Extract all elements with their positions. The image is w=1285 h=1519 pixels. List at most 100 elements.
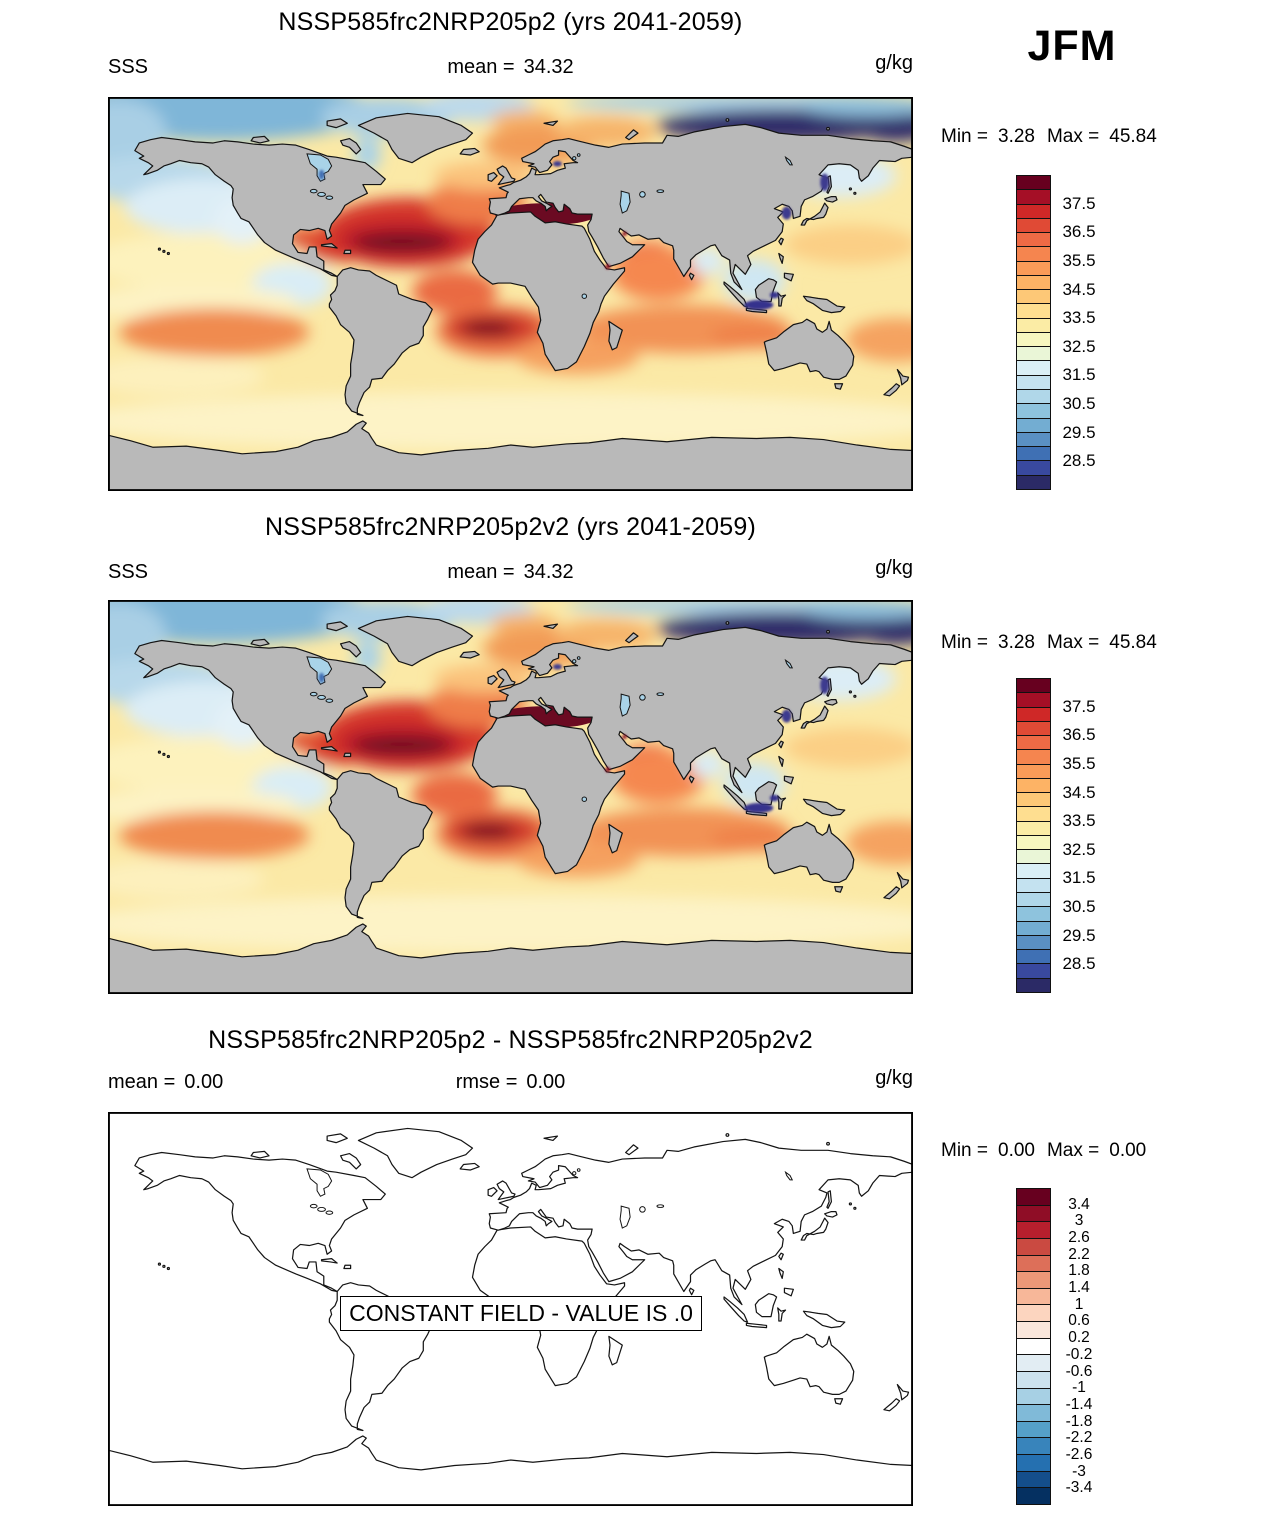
colorbar-cell [1017, 1222, 1050, 1239]
colorbar-cell [1017, 447, 1050, 462]
colorbar-tick-label: 29.5 [1062, 422, 1096, 442]
colorbar-cell [1017, 1421, 1050, 1439]
panel3-rmse: rmse = 0.00 [455, 1071, 566, 1093]
colorbar-cell [1017, 1338, 1050, 1356]
colorbar-cell [1017, 204, 1050, 219]
colorbar-cell [1017, 1438, 1050, 1455]
colorbar-tick-label: -1 [1072, 1379, 1086, 1397]
colorbar-tick-label: 29.5 [1062, 925, 1096, 945]
panel3-mean: mean = 0.00 [108, 1071, 224, 1093]
colorbar-cell [1017, 461, 1050, 476]
colorbar-tick-label: 36.5 [1062, 725, 1096, 745]
salinity-map-2 [108, 600, 913, 994]
colorbar-cell [1017, 332, 1050, 348]
colorbar-cell [1017, 807, 1050, 822]
panel1-map [108, 97, 913, 491]
colorbar-cell [1017, 1238, 1050, 1256]
panel1-title: NSSP585frc2NRP205p2 (yrs 2041-2059) [278, 8, 743, 36]
colorbar-cell [1017, 935, 1050, 951]
colorbar-tick-label: 36.5 [1062, 222, 1096, 242]
colorbar-cell [1017, 736, 1050, 751]
colorbar-cell [1017, 864, 1050, 879]
colorbar-cell [1017, 1272, 1050, 1289]
colorbar-tick-label: -0.6 [1065, 1362, 1093, 1380]
colorbar-cell [1017, 835, 1050, 851]
colorbar-cell [1017, 793, 1050, 808]
colorbar-tick-label: -1.8 [1065, 1412, 1093, 1430]
panel3-units: g/kg [875, 1067, 913, 1089]
colorbar-cell [1017, 1205, 1050, 1223]
colorbar-cell [1017, 1471, 1050, 1489]
colorbar-cell [1017, 304, 1050, 319]
colorbar-cell [1017, 275, 1050, 291]
colorbar-tick-label: 2.6 [1068, 1229, 1090, 1247]
colorbar-cell [1017, 432, 1050, 448]
panel2-subtitle-row: SSS mean = 34.32 g/kg [108, 557, 913, 587]
colorbar-cell [1017, 1305, 1050, 1322]
colorbar-cell [1017, 950, 1050, 965]
panel1-colorbar-labels: 37.5 36.5 35.5 34.5 33.5 32.5 31.5 30.5 29.5 28.5 [1051, 175, 1111, 490]
colorbar-cell [1017, 1405, 1050, 1422]
colorbar-tick-label: -3.4 [1065, 1479, 1093, 1497]
colorbar-tick-label: 1.8 [1068, 1262, 1090, 1280]
panel2-mean: mean = 34.32 [447, 561, 574, 583]
colorbar-tick-label: 33.5 [1062, 811, 1096, 831]
panel1-mean: mean = 34.32 [447, 56, 574, 78]
colorbar-tick-label: -0.2 [1065, 1345, 1093, 1363]
colorbar-cell [1017, 218, 1050, 234]
panel2-minmax: Min = 3.28 Max = 45.84 [941, 632, 1157, 653]
colorbar-tick-label: 1 [1074, 1295, 1084, 1313]
colorbar-cell [1017, 778, 1050, 794]
panel1-subtitle-row: SSS mean = 34.32 g/kg [108, 52, 913, 82]
colorbar-cell [1017, 1388, 1050, 1406]
colorbar-cell [1017, 850, 1050, 865]
colorbar-cell [1017, 404, 1050, 419]
colorbar-cell [1017, 1288, 1050, 1306]
colorbar-cell [1017, 1255, 1050, 1273]
colorbar-tick-label: 35.5 [1062, 250, 1096, 270]
colorbar-cell [1017, 375, 1050, 390]
colorbar-tick-label: 31.5 [1062, 868, 1096, 888]
panel2-title: NSSP585frc2NRP205p2v2 (yrs 2041-2059) [265, 513, 756, 541]
colorbar-tick-label: 34.5 [1062, 279, 1096, 299]
colorbar-cell [1017, 907, 1050, 922]
colorbar-tick-label: 3.4 [1068, 1195, 1090, 1213]
panel2-colorbar [1016, 678, 1051, 993]
colorbar-cell [1017, 290, 1050, 305]
colorbar-cell [1017, 693, 1050, 708]
colorbar-cell [1017, 176, 1050, 191]
colorbar-tick-label: 30.5 [1062, 897, 1096, 917]
constant-field-note: CONSTANT FIELD - VALUE IS .0 [340, 1296, 702, 1331]
constant-field-text: CONSTANT FIELD - VALUE IS .0 [349, 1300, 693, 1326]
colorbar-cell [1017, 1455, 1050, 1472]
colorbar-tick-label: 1.4 [1068, 1279, 1090, 1297]
colorbar-cell [1017, 389, 1050, 405]
colorbar-cell [1017, 750, 1050, 765]
colorbar-tick-label: 0.2 [1068, 1329, 1090, 1347]
colorbar-tick-label: 28.5 [1062, 954, 1096, 974]
colorbar-cell [1017, 964, 1050, 979]
colorbar-tick-label: 34.5 [1062, 782, 1096, 802]
salinity-map-1 [108, 97, 913, 491]
colorbar-cell [1017, 978, 1050, 992]
colorbar-tick-label: -2.2 [1065, 1429, 1093, 1447]
colorbar-tick-label: 3 [1074, 1212, 1084, 1230]
colorbar-tick-label: 31.5 [1062, 365, 1096, 385]
panel2-field-label: SSS [108, 561, 149, 583]
colorbar-tick-label: 32.5 [1062, 839, 1096, 859]
panel3-title: NSSP585frc2NRP205p2 - NSSP585frc2NRP205p… [208, 1026, 813, 1054]
colorbar-cell [1017, 707, 1050, 722]
colorbar-tick-label: 2.2 [1068, 1245, 1090, 1263]
colorbar-cell [1017, 1355, 1050, 1372]
colorbar-cell [1017, 190, 1050, 205]
colorbar-cell [1017, 721, 1050, 737]
season-label: JFM [1027, 22, 1117, 70]
colorbar-cell [1017, 878, 1050, 893]
colorbar-cell [1017, 318, 1050, 333]
panel2-colorbar-labels: 37.5 36.5 35.5 34.5 33.5 32.5 31.5 30.5 29.5 28.5 [1051, 678, 1111, 993]
colorbar-cell [1017, 233, 1050, 248]
colorbar-tick-label: 32.5 [1062, 336, 1096, 356]
colorbar-tick-label: 30.5 [1062, 394, 1096, 414]
colorbar-tick-label: 35.5 [1062, 753, 1096, 773]
colorbar-cell [1017, 347, 1050, 362]
